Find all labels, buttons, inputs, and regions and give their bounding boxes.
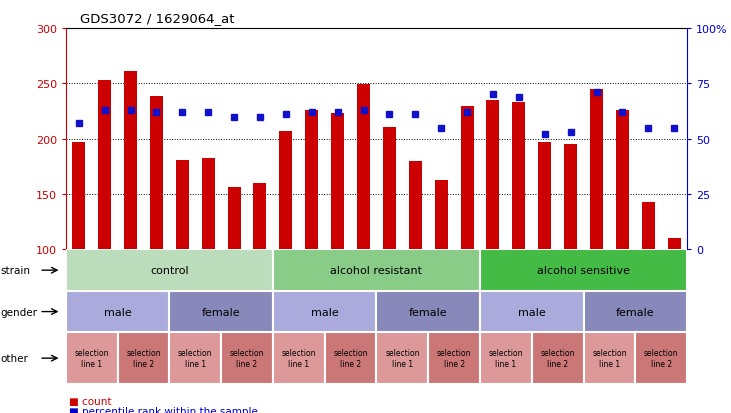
Bar [273, 291, 376, 332]
Text: male: male [104, 307, 132, 317]
Text: selection
line 1: selection line 1 [281, 349, 316, 368]
Bar [583, 291, 687, 332]
Text: male: male [518, 307, 545, 317]
Text: female: female [409, 307, 447, 317]
Bar [325, 332, 376, 384]
Bar [150, 96, 163, 250]
Bar [480, 332, 532, 384]
Bar [98, 81, 111, 250]
Bar [273, 332, 325, 384]
Bar [487, 101, 499, 250]
Bar [532, 332, 583, 384]
Bar [72, 143, 86, 250]
Bar [254, 183, 266, 250]
Text: selection
line 2: selection line 2 [333, 349, 368, 368]
Bar [273, 250, 480, 291]
Text: male: male [311, 307, 338, 317]
Bar [66, 250, 273, 291]
Text: female: female [616, 307, 655, 317]
Bar [376, 332, 428, 384]
Text: selection
line 2: selection line 2 [230, 349, 265, 368]
Text: selection
line 1: selection line 1 [178, 349, 213, 368]
Bar [642, 202, 655, 250]
Text: selection
line 1: selection line 1 [75, 349, 109, 368]
Text: selection
line 2: selection line 2 [437, 349, 471, 368]
Bar [170, 291, 273, 332]
Bar [564, 145, 577, 250]
Text: gender: gender [1, 307, 38, 317]
Bar [635, 332, 687, 384]
Bar [428, 332, 480, 384]
Bar [667, 239, 681, 250]
Bar [66, 291, 170, 332]
Text: selection
line 2: selection line 2 [126, 349, 161, 368]
Text: selection
line 1: selection line 1 [592, 349, 626, 368]
Bar [376, 291, 480, 332]
Bar [331, 114, 344, 250]
Text: strain: strain [1, 266, 31, 275]
Bar [461, 106, 474, 250]
Text: other: other [1, 353, 29, 363]
Bar [357, 85, 370, 250]
Bar [66, 332, 118, 384]
Bar [202, 158, 215, 250]
Bar [176, 160, 189, 250]
Bar [583, 332, 635, 384]
Text: selection
line 2: selection line 2 [644, 349, 678, 368]
Text: ■ percentile rank within the sample: ■ percentile rank within the sample [69, 406, 258, 413]
Bar [512, 103, 526, 250]
Bar [306, 111, 318, 250]
Bar [227, 188, 240, 250]
Bar [538, 143, 551, 250]
Bar [221, 332, 273, 384]
Bar [170, 332, 221, 384]
Bar [279, 132, 292, 250]
Bar [409, 161, 422, 250]
Bar [480, 250, 687, 291]
Text: control: control [150, 266, 189, 275]
Text: alcohol resistant: alcohol resistant [330, 266, 423, 275]
Bar [435, 180, 447, 250]
Text: ■ count: ■ count [69, 396, 112, 406]
Text: alcohol sensitive: alcohol sensitive [537, 266, 630, 275]
Bar [616, 111, 629, 250]
Bar [480, 291, 583, 332]
Text: selection
line 1: selection line 1 [488, 349, 523, 368]
Text: selection
line 1: selection line 1 [385, 349, 420, 368]
Text: female: female [202, 307, 240, 317]
Text: GDS3072 / 1629064_at: GDS3072 / 1629064_at [80, 12, 235, 25]
Bar [118, 332, 170, 384]
Bar [590, 90, 603, 250]
Text: selection
line 2: selection line 2 [540, 349, 575, 368]
Bar [124, 72, 137, 250]
Bar [383, 127, 396, 250]
